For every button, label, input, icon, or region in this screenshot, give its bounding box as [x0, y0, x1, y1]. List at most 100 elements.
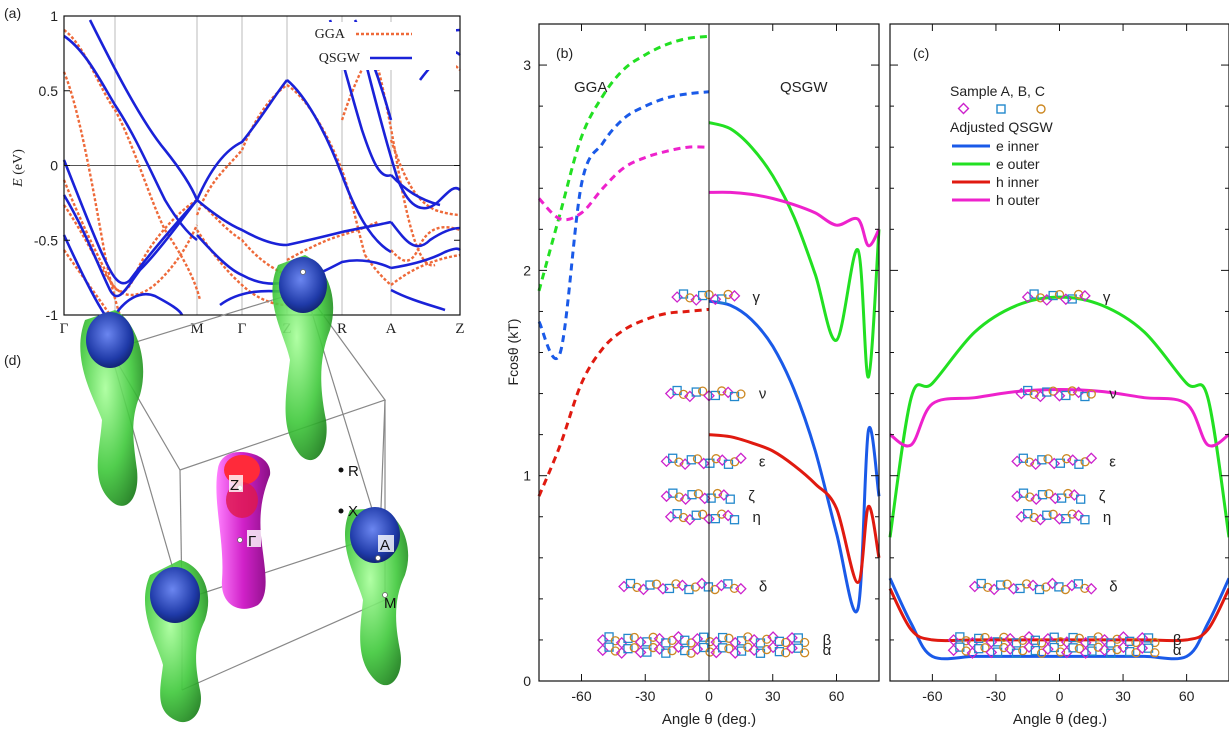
gga-band: [364, 254, 392, 286]
xtick-label: 30: [765, 688, 781, 704]
sample-b-point: [1030, 645, 1040, 656]
panel-b-ylabel: Fcosθ (kT): [505, 319, 521, 386]
sample-a-point: [664, 510, 677, 523]
orbit-label: δ: [1109, 579, 1117, 596]
curve-gga-h-outer: [537, 145, 710, 222]
sample-b-point: [661, 648, 671, 658]
curve-gga-h-inner: [537, 307, 710, 497]
xtick-label: 60: [829, 688, 845, 704]
sample-c-point: [697, 386, 708, 396]
qsgw-band: [390, 247, 461, 270]
orbit-label: δ: [759, 579, 767, 596]
sample-a-point: [735, 452, 747, 465]
qsgw-band: [196, 199, 288, 247]
orbit-label: ε: [759, 453, 766, 470]
ytick-label: 0: [50, 158, 58, 174]
sample-b-point: [1074, 459, 1084, 469]
legend-label: h outer: [996, 192, 1040, 208]
xtick-label: -60: [571, 688, 591, 704]
gga-band: [195, 149, 243, 216]
sample-a-point: [729, 647, 742, 659]
curve-qsgw-h-outer: [708, 190, 881, 248]
orbit-label: γ: [1103, 289, 1111, 306]
panel-b-data-points: γ ν ε ζη δ βα: [596, 289, 832, 659]
sample-c-point: [1067, 509, 1077, 519]
legend-label-qsgw: QSGW: [319, 51, 361, 66]
orbit-label: ζ: [748, 488, 755, 505]
sample-c-point: [724, 643, 734, 654]
sample-c-point: [1150, 637, 1160, 648]
sample-b-point: [710, 514, 721, 524]
orbit-label: ν: [1109, 386, 1117, 403]
sample-c-point: [1131, 637, 1141, 648]
gga-band: [62, 71, 122, 316]
sample-c-point: [629, 632, 639, 643]
point-Gamma-label: Γ: [248, 533, 256, 550]
sample-b-point: [642, 647, 652, 657]
panel-b-left-title: GGA: [574, 79, 607, 96]
sample-c-point: [686, 638, 696, 648]
xtick-label: -60: [922, 688, 942, 704]
sample-b-point: [1068, 643, 1078, 653]
sample-c-point: [724, 633, 734, 643]
gga-band: [63, 204, 199, 297]
sample-c-point: [1044, 489, 1054, 499]
sample-b-point: [680, 645, 690, 656]
panel-d: (d): [4, 255, 409, 723]
gga-band: [62, 179, 198, 293]
sample-b-point: [729, 391, 740, 402]
panel-c-xlabel: Angle θ (deg.): [1013, 711, 1107, 728]
sample-c-point: [799, 637, 810, 648]
sample-c-point: [1055, 647, 1066, 657]
sample-c-point: [629, 643, 639, 653]
sample-c-point: [1074, 643, 1085, 654]
sample-b-point: [1037, 455, 1047, 465]
sample-a-point: [671, 291, 683, 303]
sample-b-point: [1049, 632, 1059, 642]
legend-label: h inner: [996, 174, 1039, 190]
sample-b-point: [1068, 632, 1078, 643]
sample-b-point: [680, 635, 690, 645]
gga-band: [390, 253, 461, 286]
legend-label: e inner: [996, 138, 1039, 154]
gga-band: [389, 139, 461, 217]
panel-b-right-title: QSGW: [780, 79, 828, 96]
sample-a-point: [1011, 455, 1023, 468]
legend-adjusted-title: Adjusted QSGW: [950, 119, 1053, 135]
sample-b-point: [1080, 515, 1090, 525]
qsgw-band: [113, 293, 184, 316]
sample-b-point: [1042, 387, 1052, 397]
point-R-label: R: [348, 463, 359, 480]
sample-b-point: [1037, 490, 1048, 500]
sample-a-point: [728, 289, 741, 302]
sample-b-point: [687, 490, 697, 500]
sample-c-point: [1041, 582, 1051, 592]
xtick-label: -30: [986, 688, 1006, 704]
orbit-label: β: [1173, 632, 1182, 649]
sample-c-point: [705, 637, 715, 647]
kpoint-label: Γ: [238, 321, 247, 337]
qsgw-band: [390, 174, 441, 207]
panel-b-xlabel: Angle θ (deg.): [662, 711, 756, 728]
sample-b-point: [723, 459, 734, 469]
gga-band: [63, 249, 111, 316]
point-R-marker: [338, 467, 344, 473]
pocket-bottom-left: [144, 560, 209, 723]
sample-b-point: [686, 455, 696, 465]
sample-a-point: [947, 644, 960, 657]
ytick-label: 0: [523, 673, 531, 689]
curve-qsgw-h-inner: [708, 433, 881, 585]
sample-c-point: [671, 579, 681, 589]
xtick-label: 60: [1179, 688, 1195, 704]
sample-b-point: [774, 636, 785, 646]
panel-a-legend-box: [300, 22, 456, 70]
sample-b-point: [1048, 290, 1058, 301]
sample-b-point: [661, 638, 671, 648]
sample-b-point: [1011, 648, 1022, 658]
sample-a-point: [1015, 510, 1028, 523]
sample-c-point: [1073, 289, 1084, 300]
sample-b-point: [717, 294, 727, 304]
curve-qsgw-e-outer: [708, 121, 881, 379]
sample-c-point: [693, 489, 704, 499]
